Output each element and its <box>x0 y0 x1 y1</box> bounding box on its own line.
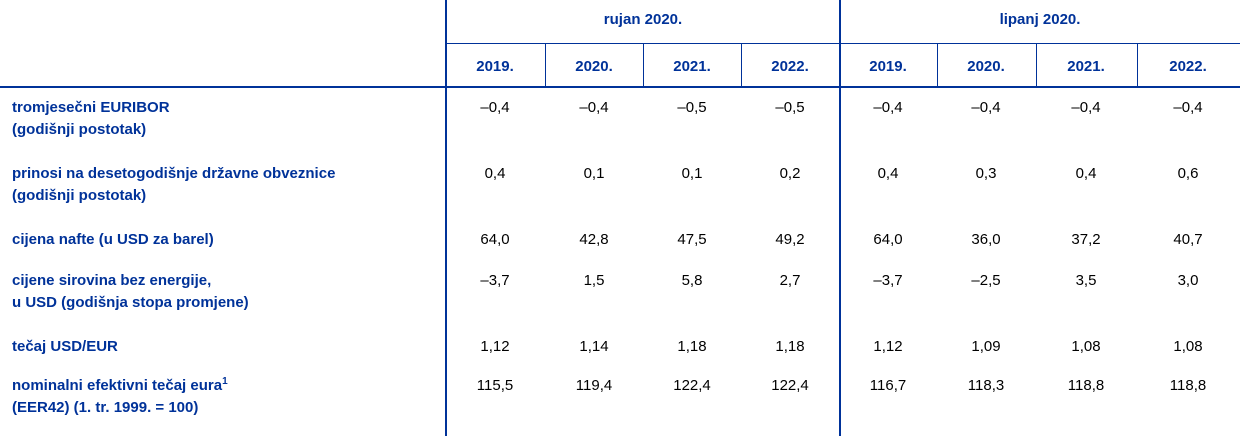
cell-value: 64,0 <box>480 231 510 248</box>
cell-value: 47,5 <box>677 231 707 248</box>
row-label: nominalni efektivni tečaj eura1 <box>12 376 228 395</box>
cell-value: 49,2 <box>775 231 805 248</box>
cell-value: 1,09 <box>971 338 1001 355</box>
cell-value: –2,5 <box>971 272 1001 289</box>
rule <box>445 0 447 436</box>
row-label: (EER42) (1. tr. 1999. = 100) <box>12 399 199 416</box>
year-header: 2020. <box>967 58 1005 75</box>
year-header: 2022. <box>771 58 809 75</box>
cell-value: 0,4 <box>877 165 899 182</box>
row-label: prinosi na desetogodišnje državne obvezn… <box>12 165 336 182</box>
rule <box>937 44 938 87</box>
row-label: u USD (godišnja stopa promjene) <box>12 294 249 311</box>
cell-value: 118,3 <box>967 377 1005 394</box>
footnote-mark: 1 <box>222 376 228 387</box>
rule <box>839 0 841 436</box>
cell-value: 115,5 <box>476 377 514 394</box>
cell-value: –0,4 <box>1071 99 1101 116</box>
cell-value: 0,4 <box>1075 165 1097 182</box>
row-label: (godišnji postotak) <box>12 187 147 204</box>
cell-value: 36,0 <box>971 231 1001 248</box>
row-label: tromjesečni EURIBOR <box>12 99 170 116</box>
cell-value: 0,3 <box>975 165 997 182</box>
group-header: rujan 2020. <box>603 11 683 28</box>
cell-value: –0,4 <box>971 99 1001 116</box>
rule <box>1036 44 1037 87</box>
cell-value: 3,0 <box>1177 272 1199 289</box>
cell-value: 64,0 <box>873 231 903 248</box>
cell-value: 0,4 <box>484 165 506 182</box>
cell-value: 119,4 <box>575 377 613 394</box>
rule <box>445 43 1240 44</box>
cell-value: 1,18 <box>775 338 805 355</box>
cell-value: 118,8 <box>1067 377 1105 394</box>
rule <box>643 44 644 87</box>
row-label: (godišnji postotak) <box>12 121 147 138</box>
cell-value: 0,1 <box>681 165 703 182</box>
cell-value: 3,5 <box>1075 272 1097 289</box>
cell-value: 1,12 <box>873 338 903 355</box>
cell-value: –0,4 <box>579 99 609 116</box>
cell-value: –0,5 <box>677 99 707 116</box>
cell-value: 1,18 <box>677 338 707 355</box>
cell-value: –3,7 <box>873 272 903 289</box>
cell-value: 40,7 <box>1173 231 1203 248</box>
rule <box>545 44 546 87</box>
cell-value: –0,4 <box>1173 99 1203 116</box>
group-header: lipanj 2020. <box>999 11 1081 28</box>
cell-value: 1,14 <box>579 338 609 355</box>
year-header: 2021. <box>1067 58 1105 75</box>
cell-value: 122,4 <box>771 377 809 394</box>
rule <box>741 44 742 87</box>
cell-value: 122,4 <box>673 377 711 394</box>
cell-value: 0,1 <box>583 165 605 182</box>
cell-value: –0,4 <box>480 99 510 116</box>
cell-value: 1,08 <box>1071 338 1101 355</box>
cell-value: 1,08 <box>1173 338 1203 355</box>
row-label: cijene sirovina bez energije, <box>12 272 212 289</box>
cell-value: 37,2 <box>1071 231 1101 248</box>
cell-value: 1,12 <box>480 338 510 355</box>
cell-value: –0,4 <box>873 99 903 116</box>
year-header: 2021. <box>673 58 711 75</box>
year-header: 2020. <box>575 58 613 75</box>
cell-value: 1,5 <box>583 272 605 289</box>
cell-value: –3,7 <box>480 272 510 289</box>
cell-value: 5,8 <box>681 272 703 289</box>
cell-value: 118,8 <box>1169 377 1207 394</box>
rule <box>0 86 1240 88</box>
cell-value: 0,6 <box>1177 165 1199 182</box>
cell-value: 2,7 <box>779 272 801 289</box>
cell-value: 42,8 <box>579 231 609 248</box>
row-label: cijena nafte (u USD za barel) <box>12 231 214 248</box>
year-header: 2022. <box>1169 58 1207 75</box>
year-header: 2019. <box>869 58 907 75</box>
year-header: 2019. <box>476 58 514 75</box>
rule <box>1137 44 1138 87</box>
cell-value: 116,7 <box>869 377 907 394</box>
row-label: tečaj USD/EUR <box>12 338 118 355</box>
cell-value: 0,2 <box>779 165 801 182</box>
cell-value: –0,5 <box>775 99 805 116</box>
